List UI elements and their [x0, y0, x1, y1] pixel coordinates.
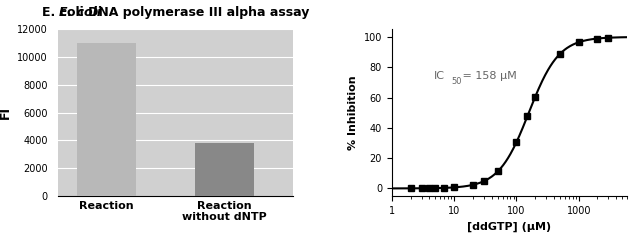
- Y-axis label: % Inhibition: % Inhibition: [348, 75, 358, 150]
- Text: 50: 50: [452, 76, 462, 86]
- Bar: [195, 143, 253, 196]
- Text: IC: IC: [434, 71, 445, 81]
- Text: = 158 μM: = 158 μM: [459, 71, 516, 81]
- X-axis label: [ddGTP] (μM): [ddGTP] (μM): [467, 221, 552, 232]
- Bar: [77, 43, 136, 196]
- Y-axis label: FI: FI: [0, 106, 12, 119]
- Text: E. coli DNA polymerase III alpha assay: E. coli DNA polymerase III alpha assay: [42, 6, 309, 19]
- Text: E. coli: E. coli: [60, 6, 102, 19]
